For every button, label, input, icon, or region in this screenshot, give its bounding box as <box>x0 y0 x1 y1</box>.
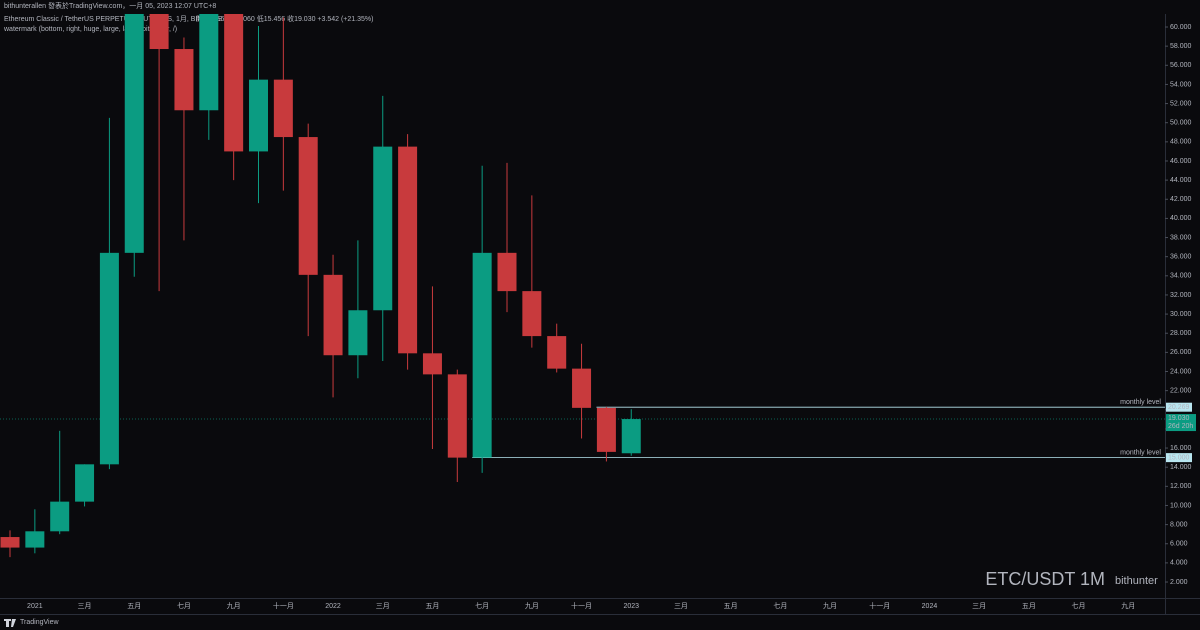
candle-body <box>373 146 393 311</box>
x-tick-label: 2021 <box>27 603 43 610</box>
y-tick-label: 38.000 <box>1170 234 1192 241</box>
y-tick-label: 48.000 <box>1170 139 1192 146</box>
candle-body <box>497 252 517 292</box>
y-tick-label: 60.000 <box>1170 24 1192 31</box>
candle-body <box>0 537 20 548</box>
y-tick-label: 30.000 <box>1170 311 1192 318</box>
candle-body <box>472 252 492 458</box>
candle-body <box>99 252 119 465</box>
x-tick-label: 五月 <box>724 602 738 610</box>
x-tick-label: 七月 <box>773 601 787 610</box>
last-price-box <box>1166 414 1196 432</box>
last-price-label: 19.030 <box>1168 415 1190 422</box>
y-tick-label: 6.000 <box>1170 541 1188 548</box>
y-tick-label: 40.000 <box>1170 215 1192 222</box>
y-tick-label: 14.000 <box>1170 464 1192 471</box>
x-tick-label: 三月 <box>674 602 688 610</box>
x-tick-label: 九月 <box>823 601 837 610</box>
x-tick-label: 十一月 <box>273 601 294 610</box>
candle-body <box>348 310 368 356</box>
logo <box>4 619 16 627</box>
level-name: monthly level <box>1120 399 1161 406</box>
y-tick-label: 26.000 <box>1170 349 1192 356</box>
x-tick-label: 三月 <box>972 602 986 610</box>
x-tick-label: 九月 <box>525 601 539 610</box>
ohlc-legend: 開15.456 高20.060 低15.456 收19.030 +3.542 (… <box>196 14 373 23</box>
last-price-countdown: 26d 20h <box>1168 423 1193 430</box>
indicator-legend: watermark (bottom, right, huge, large, l… <box>3 26 177 33</box>
plot-area <box>0 14 1165 558</box>
y-tick-label: 52.000 <box>1170 100 1192 107</box>
y-tick-label: 32.000 <box>1170 292 1192 299</box>
candle-body <box>149 14 169 50</box>
x-tick-label: 五月 <box>127 602 141 610</box>
candle-body <box>199 14 219 111</box>
y-tick-label: 44.000 <box>1170 177 1192 184</box>
y-tick-label: 12.000 <box>1170 483 1192 490</box>
y-tick-label: 10.000 <box>1170 502 1192 509</box>
level-name: monthly level <box>1120 449 1161 456</box>
candle-body <box>298 137 318 275</box>
y-tick-label: 8.000 <box>1170 521 1188 528</box>
x-tick-label: 2022 <box>325 603 341 610</box>
candle-body <box>323 274 343 356</box>
y-tick-label: 24.000 <box>1170 368 1192 375</box>
x-tick-label: 七月 <box>1072 601 1086 610</box>
candle-body <box>50 501 70 532</box>
candle-body <box>273 79 293 138</box>
x-tick-label: 2024 <box>922 603 938 610</box>
x-tick-label: 三月 <box>376 602 390 610</box>
x-tick-label: 九月 <box>227 601 241 610</box>
x-tick-label: 五月 <box>1022 602 1036 610</box>
y-tick-label: 58.000 <box>1170 43 1192 50</box>
y-tick-label: 2.000 <box>1170 579 1188 586</box>
y-tick-label: 50.000 <box>1170 120 1192 127</box>
x-tick-label: 七月 <box>475 601 489 610</box>
footer-brand: TradingView <box>20 619 59 626</box>
x-tick-label: 九月 <box>1121 601 1135 610</box>
candle-body <box>25 531 45 548</box>
y-tick-label: 56.000 <box>1170 62 1192 69</box>
x-tick-label: 五月 <box>425 602 439 610</box>
y-tick-label: 4.000 <box>1170 560 1188 567</box>
candle-body <box>572 368 592 408</box>
x-tick-label: 三月 <box>78 602 92 610</box>
byline: bithunterallen 發表於TradingView.com，一月 05,… <box>4 1 216 10</box>
candle-body <box>621 419 641 454</box>
candle-body <box>124 14 144 253</box>
level-price: 15.000 <box>1168 454 1190 461</box>
candle-body <box>398 146 418 354</box>
x-tick-label: 十一月 <box>571 601 592 610</box>
candle-body <box>224 14 244 152</box>
y-tick-label: 42.000 <box>1170 196 1192 203</box>
watermark-author: bithunter <box>1115 575 1158 587</box>
y-tick-label: 46.000 <box>1170 158 1192 165</box>
candle-body <box>75 464 95 502</box>
symbol-title: Ethereum Classic / TetherUS PERPETUAL FU… <box>4 15 222 23</box>
candle-body <box>547 336 567 369</box>
candle-body <box>422 353 442 375</box>
y-tick-label: 34.000 <box>1170 273 1192 280</box>
y-tick-label: 36.000 <box>1170 254 1192 261</box>
x-tick-label: 七月 <box>177 601 191 610</box>
y-tick-label: 16.000 <box>1170 445 1192 452</box>
watermark-symbol: ETC/USDT 1M <box>985 569 1105 589</box>
level-price-box <box>1166 402 1192 412</box>
candle-body <box>596 407 616 452</box>
level-price-box <box>1166 453 1192 463</box>
level-price: 20.269 <box>1168 404 1190 411</box>
candle-body <box>522 291 542 337</box>
candle-body <box>447 374 467 458</box>
candle-body <box>249 79 268 152</box>
x-tick-label: 十一月 <box>869 601 890 610</box>
y-tick-label: 28.000 <box>1170 330 1192 337</box>
y-tick-label: 54.000 <box>1170 81 1192 88</box>
candle-body <box>174 49 194 111</box>
x-tick-label: 2023 <box>623 603 639 610</box>
y-tick-label: 22.000 <box>1170 387 1192 394</box>
